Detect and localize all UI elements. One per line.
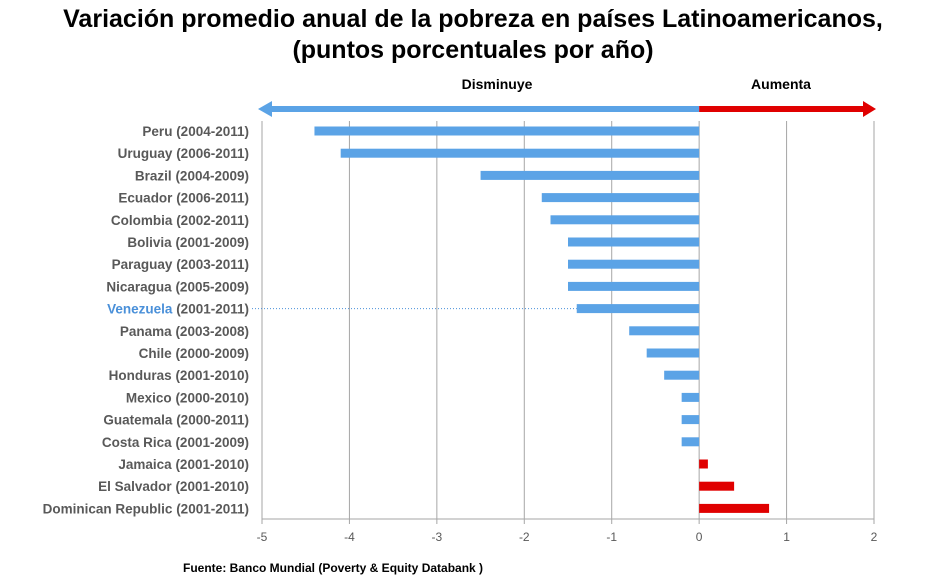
category-name: Costa Rica [102, 435, 176, 450]
category-name: Paraguay [112, 257, 177, 272]
category-name: Bolivia [127, 235, 175, 250]
x-axis-ticks: -5 -4 -3 -2 -1 0 1 2 [257, 518, 878, 544]
category-name: Honduras [109, 368, 176, 383]
category-name: Venezuela [107, 302, 176, 317]
category-labels: Peru (2004-2011)Uruguay (2006-2011)Brazi… [43, 124, 249, 516]
category-period: (2003-2011) [176, 257, 249, 272]
category-label: Ecuador (2006-2011) [118, 191, 249, 206]
category-label: Colombia (2002-2011) [111, 213, 249, 228]
bar [568, 259, 700, 269]
category-name: Uruguay [118, 146, 177, 161]
bar-chart: Disminuye Aumenta Peru (2004-2011) Uruguay… [43, 76, 878, 544]
category-period: (2005-2009) [175, 279, 249, 294]
category-period: (2006-2011) [176, 146, 249, 161]
gridlines [261, 121, 875, 519]
increase-arrow-shaft [699, 106, 870, 112]
bar [568, 237, 700, 247]
category-period: (2001-2010) [175, 479, 249, 494]
bar [576, 304, 700, 314]
category-label: Bolivia (2001-2009) [127, 235, 249, 250]
category-label: Costa Rica (2001-2009) [102, 435, 249, 450]
decrease-label: Disminuye [462, 76, 533, 92]
bar [480, 170, 700, 180]
increase-arrow-head [863, 101, 876, 117]
category-name: Panama [120, 324, 176, 339]
category-period: (2000-2011) [176, 413, 249, 428]
category-period: (2003-2008) [175, 324, 249, 339]
bar [699, 503, 770, 513]
category-name: Guatemala [103, 413, 176, 428]
x-tick-label: -5 [257, 530, 268, 544]
x-tick-label: -1 [606, 530, 617, 544]
decrease-arrow-head [258, 101, 272, 117]
category-label: Paraguay (2003-2011) [112, 257, 249, 272]
category-period: (2001-2009) [175, 435, 249, 450]
x-tick-label: 1 [783, 530, 790, 544]
bar [681, 437, 700, 447]
category-name: Mexico [126, 390, 176, 405]
category-period: (2001-2010) [175, 457, 249, 472]
chart-title: Variación promedio anual de la pobreza e… [0, 4, 946, 66]
category-name: Chile [139, 346, 176, 361]
bar [699, 481, 735, 491]
bar [340, 148, 700, 158]
category-period: (2002-2011) [176, 213, 249, 228]
bar [550, 215, 700, 225]
bar [629, 326, 700, 336]
category-period: (2001-2010) [175, 368, 249, 383]
category-period: (2006-2011) [176, 191, 249, 206]
category-name: Brazil [135, 168, 176, 183]
category-name: Dominican Republic [43, 501, 177, 516]
category-label: Chile (2000-2009) [139, 346, 249, 361]
category-period: (2000-2010) [175, 390, 249, 405]
category-name: Ecuador [118, 191, 176, 206]
category-name: Peru [142, 124, 176, 139]
x-tick-label: 2 [871, 530, 878, 544]
category-label: Mexico (2000-2010) [126, 390, 249, 405]
x-tick-label: 0 [696, 530, 703, 544]
category-period: (2001-2011) [176, 302, 249, 317]
category-period: (2000-2009) [175, 346, 249, 361]
category-name: Nicaragua [106, 279, 175, 294]
bars [252, 126, 770, 513]
category-period: (2004-2011) [176, 124, 249, 139]
bar [699, 459, 708, 469]
category-label: Honduras (2001-2010) [109, 368, 249, 383]
category-label: Nicaragua (2005-2009) [106, 279, 249, 294]
category-label: Brazil (2004-2009) [135, 168, 249, 183]
category-label: Panama (2003-2008) [120, 324, 249, 339]
category-label: Venezuela (2001-2011) [107, 302, 249, 317]
direction-arrows: Disminuye Aumenta [258, 76, 876, 117]
x-tick-label: -2 [519, 530, 530, 544]
x-tick-label: -4 [344, 530, 355, 544]
bar [568, 281, 700, 291]
source-note: Fuente: Banco Mundial (Poverty & Equity … [183, 561, 484, 575]
bar [541, 193, 700, 203]
x-tick-label: -3 [432, 530, 443, 544]
chart-title-line2: (puntos porcentuales por año) [292, 36, 654, 64]
bar [681, 415, 700, 425]
bar [314, 126, 700, 136]
category-label: Guatemala (2000-2011) [103, 413, 249, 428]
category-name: Colombia [111, 213, 176, 228]
category-period: (2001-2011) [176, 501, 249, 516]
bar [681, 392, 700, 402]
category-period: (2004-2009) [175, 168, 249, 183]
category-label: Peru (2004-2011) [142, 124, 249, 139]
increase-label: Aumenta [751, 76, 811, 92]
decrease-arrow-shaft [266, 106, 700, 112]
bar [664, 370, 700, 380]
bar [646, 348, 700, 358]
chart-title-line1: Variación promedio anual de la pobreza e… [63, 5, 883, 33]
category-label: Uruguay (2006-2011) [118, 146, 249, 161]
category-name: El Salvador [98, 479, 175, 494]
category-period: (2001-2009) [175, 235, 249, 250]
category-label: El Salvador (2001-2010) [98, 479, 249, 494]
category-label: Jamaica (2001-2010) [118, 457, 249, 472]
category-name: Jamaica [118, 457, 175, 472]
category-label: Dominican Republic (2001-2011) [43, 501, 249, 516]
